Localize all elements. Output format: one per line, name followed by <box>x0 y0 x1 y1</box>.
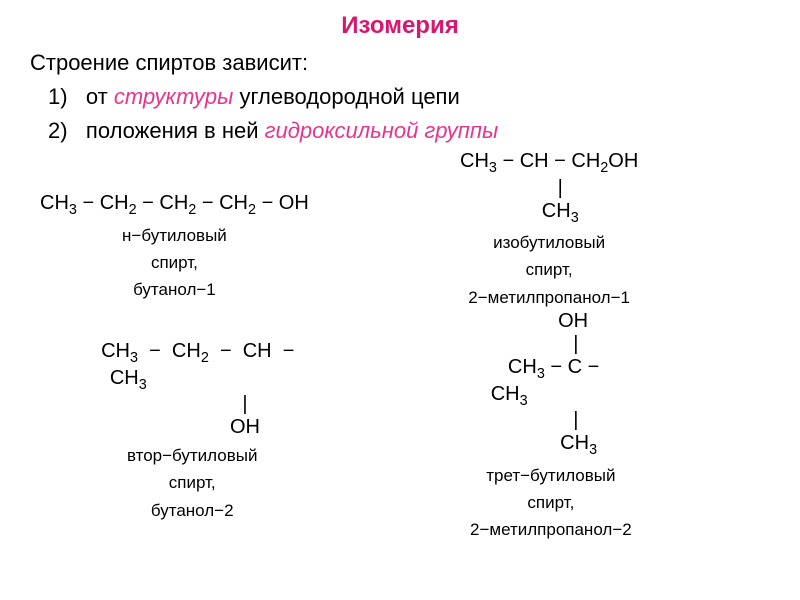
item-2: 2) положения в ней гидроксильной группы <box>0 114 800 148</box>
mol-a-name3: бутанол−1 <box>40 279 309 300</box>
mol-c-line-1: CH3 <box>90 367 294 394</box>
mol-d-line-1: | <box>470 333 632 356</box>
subtitle: Строение спиртов зависит: <box>0 40 800 80</box>
mol-b-line-1: | <box>460 177 638 200</box>
molecule-2-methylpropanol-2: OH | CH3 − C − CH3 | CH3 трет−бутиловый … <box>470 310 632 540</box>
item-1: 1) от структуры углеводородной цепи <box>0 80 800 114</box>
mol-a-line-0: CH3 − CH2 − CH2 − CH2 − OH <box>40 192 309 219</box>
mol-b-line-0: CH3 − CH − CH2OH <box>460 150 638 177</box>
mol-d-line-4: | <box>470 409 632 432</box>
molecule-butanol-1: CH3 − CH2 − CH2 − CH2 − OH н−бутиловый с… <box>40 192 309 300</box>
mol-c-line-2: | <box>90 393 294 416</box>
mol-d-line-0: OH <box>470 310 632 333</box>
mol-b-name1: изобутиловый <box>460 232 638 253</box>
molecule-butanol-2: CH3 − CH2 − CH − CH3 | OH втор−бутиловый… <box>90 340 294 521</box>
mol-d-line-3: CH3 <box>470 383 632 410</box>
item-2-pre: положения в ней <box>86 118 265 143</box>
mol-b-line-2: CH3 <box>460 200 638 227</box>
item-1-hl: структуры <box>114 84 234 109</box>
structures-area: CH3 − CH2 − CH2 − CH2 − OH н−бутиловый с… <box>0 150 800 600</box>
mol-d-name1: трет−бутиловый <box>470 465 632 486</box>
mol-c-name3: бутанол−2 <box>90 500 294 521</box>
mol-d-name3: 2−метилпропанол−2 <box>470 519 632 540</box>
molecule-2-methylpropanol-1: CH3 − CH − CH2OH | CH3 изобутиловый спир… <box>460 150 638 308</box>
mol-c-line-3: OH <box>90 416 294 439</box>
mol-d-line-5: CH3 <box>470 432 632 459</box>
item-2-hl: гидроксильной группы <box>265 118 499 143</box>
mol-a-name1: н−бутиловый <box>40 225 309 246</box>
item-1-post: углеводородной цепи <box>233 84 459 109</box>
item-1-pre: от <box>86 84 114 109</box>
page-title: Изомерия <box>0 0 800 40</box>
item-1-num: 1) <box>48 84 68 109</box>
mol-d-name2: спирт, <box>470 492 632 513</box>
mol-b-name2: спирт, <box>460 259 638 280</box>
mol-c-line-0: CH3 − CH2 − CH − <box>90 340 294 367</box>
mol-c-name1: втор−бутиловый <box>90 445 294 466</box>
mol-c-name2: спирт, <box>90 472 294 493</box>
mol-a-name2: спирт, <box>40 252 309 273</box>
mol-b-name3: 2−метилпропанол−1 <box>460 287 638 308</box>
mol-d-line-2: CH3 − C − <box>470 356 632 383</box>
item-2-num: 2) <box>48 118 68 143</box>
